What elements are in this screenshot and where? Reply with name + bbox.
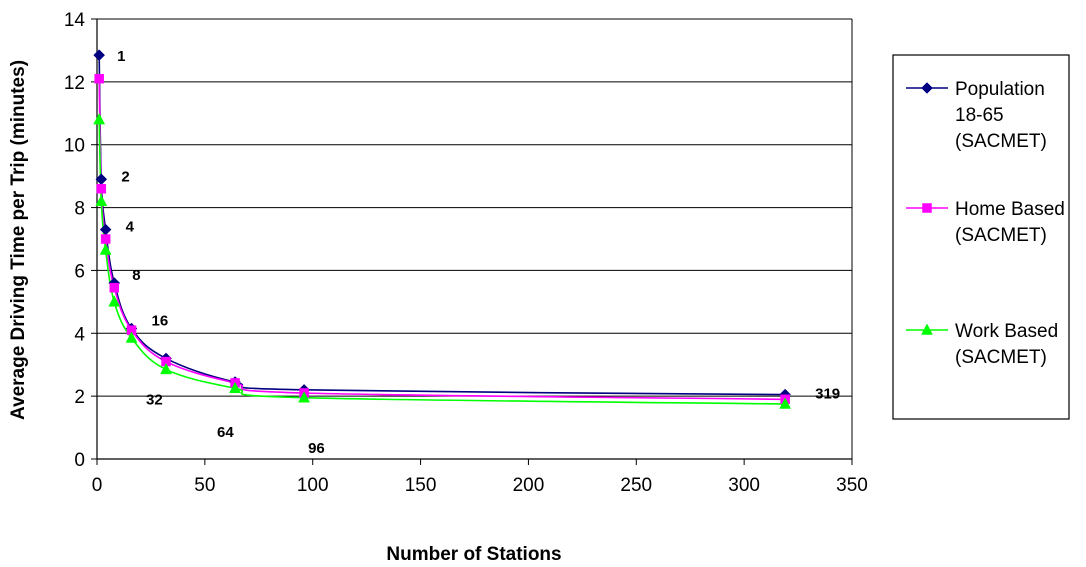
y-tick-label-4: 4	[74, 324, 85, 345]
data-label-2: 2	[121, 168, 129, 185]
series-1-point-1	[93, 49, 106, 61]
data-label-96: 96	[308, 440, 325, 457]
series-3-point-64	[229, 381, 241, 394]
legend-label-1-line-2: 18-65	[955, 105, 1004, 126]
series-2-point-4	[100, 234, 111, 244]
legend-marker-2	[922, 203, 932, 213]
y-tick-label-0: 0	[74, 450, 85, 471]
y-tick-label-12: 12	[64, 73, 85, 94]
series-3-point-16	[125, 331, 138, 343]
y-tick-label-6: 6	[74, 261, 85, 282]
x-tick-label-50: 50	[194, 475, 215, 496]
x-tick-label-300: 300	[728, 475, 760, 496]
x-tick-label-250: 250	[620, 475, 652, 496]
legend: Population 18-65 (SACMET) Home Based (SACMET…	[892, 54, 1070, 420]
x-tick-label-0: 0	[92, 475, 103, 496]
data-label-8: 8	[132, 267, 140, 284]
x-tick-labels: 0 50 100 150 200 250 300 350	[92, 475, 868, 496]
x-tick-label-150: 150	[405, 475, 437, 496]
legend-marker-3	[921, 323, 933, 335]
data-label-4: 4	[126, 219, 135, 236]
legend-items: Population 18-65 (SACMET) Home Based (SACMET…	[906, 79, 1065, 368]
series-2-point-2	[96, 183, 107, 194]
y-tick-label-10: 10	[64, 136, 85, 157]
data-label-16: 16	[152, 313, 169, 330]
y-tick-label-14: 14	[64, 10, 86, 31]
legend-label-3-line-1: Work Based	[955, 321, 1058, 342]
legend-box	[892, 54, 1070, 420]
y-tick-label-8: 8	[74, 199, 85, 220]
series-2-point-1	[94, 73, 104, 84]
series-2-point-8	[109, 282, 120, 293]
x-tick-label-100: 100	[297, 475, 329, 496]
data-label-319: 319	[815, 386, 840, 403]
data-labels: 1 2 4 8 16 32 64 96 319	[117, 48, 840, 457]
series-3-point-96	[298, 391, 310, 403]
legend-label-2-line-1: Home Based	[955, 199, 1065, 220]
legend-marker-1	[921, 82, 933, 94]
series-markers	[93, 49, 792, 409]
legend-label-3-line-2: (SACMET)	[955, 347, 1047, 368]
series-3-point-32	[160, 362, 172, 375]
series-3-point-2	[95, 194, 108, 207]
axes	[91, 18, 853, 465]
legend-label-1-line-3: (SACMET)	[955, 131, 1047, 152]
y-tick-label-2: 2	[74, 387, 85, 408]
series-3-point-4	[99, 243, 112, 255]
x-tick-label-350: 350	[836, 475, 868, 496]
x-axis-title: Number of Stations	[386, 544, 561, 565]
series-3-point-8	[108, 295, 121, 307]
gridlines	[97, 18, 852, 397]
series-3-point-319	[779, 397, 792, 409]
legend-label-1-line-1: Population	[955, 79, 1045, 100]
data-label-32: 32	[146, 391, 163, 408]
series-3-point-1	[93, 113, 106, 125]
data-label-1: 1	[117, 48, 125, 65]
data-label-64: 64	[217, 424, 234, 441]
x-tick-label-200: 200	[513, 475, 545, 496]
y-tick-labels: 0 2 4 6 8 10 12 14	[64, 10, 86, 471]
legend-label-2-line-2: (SACMET)	[955, 225, 1047, 246]
y-axis-title: Average Driving Time per Trip (minutes)	[8, 60, 29, 420]
